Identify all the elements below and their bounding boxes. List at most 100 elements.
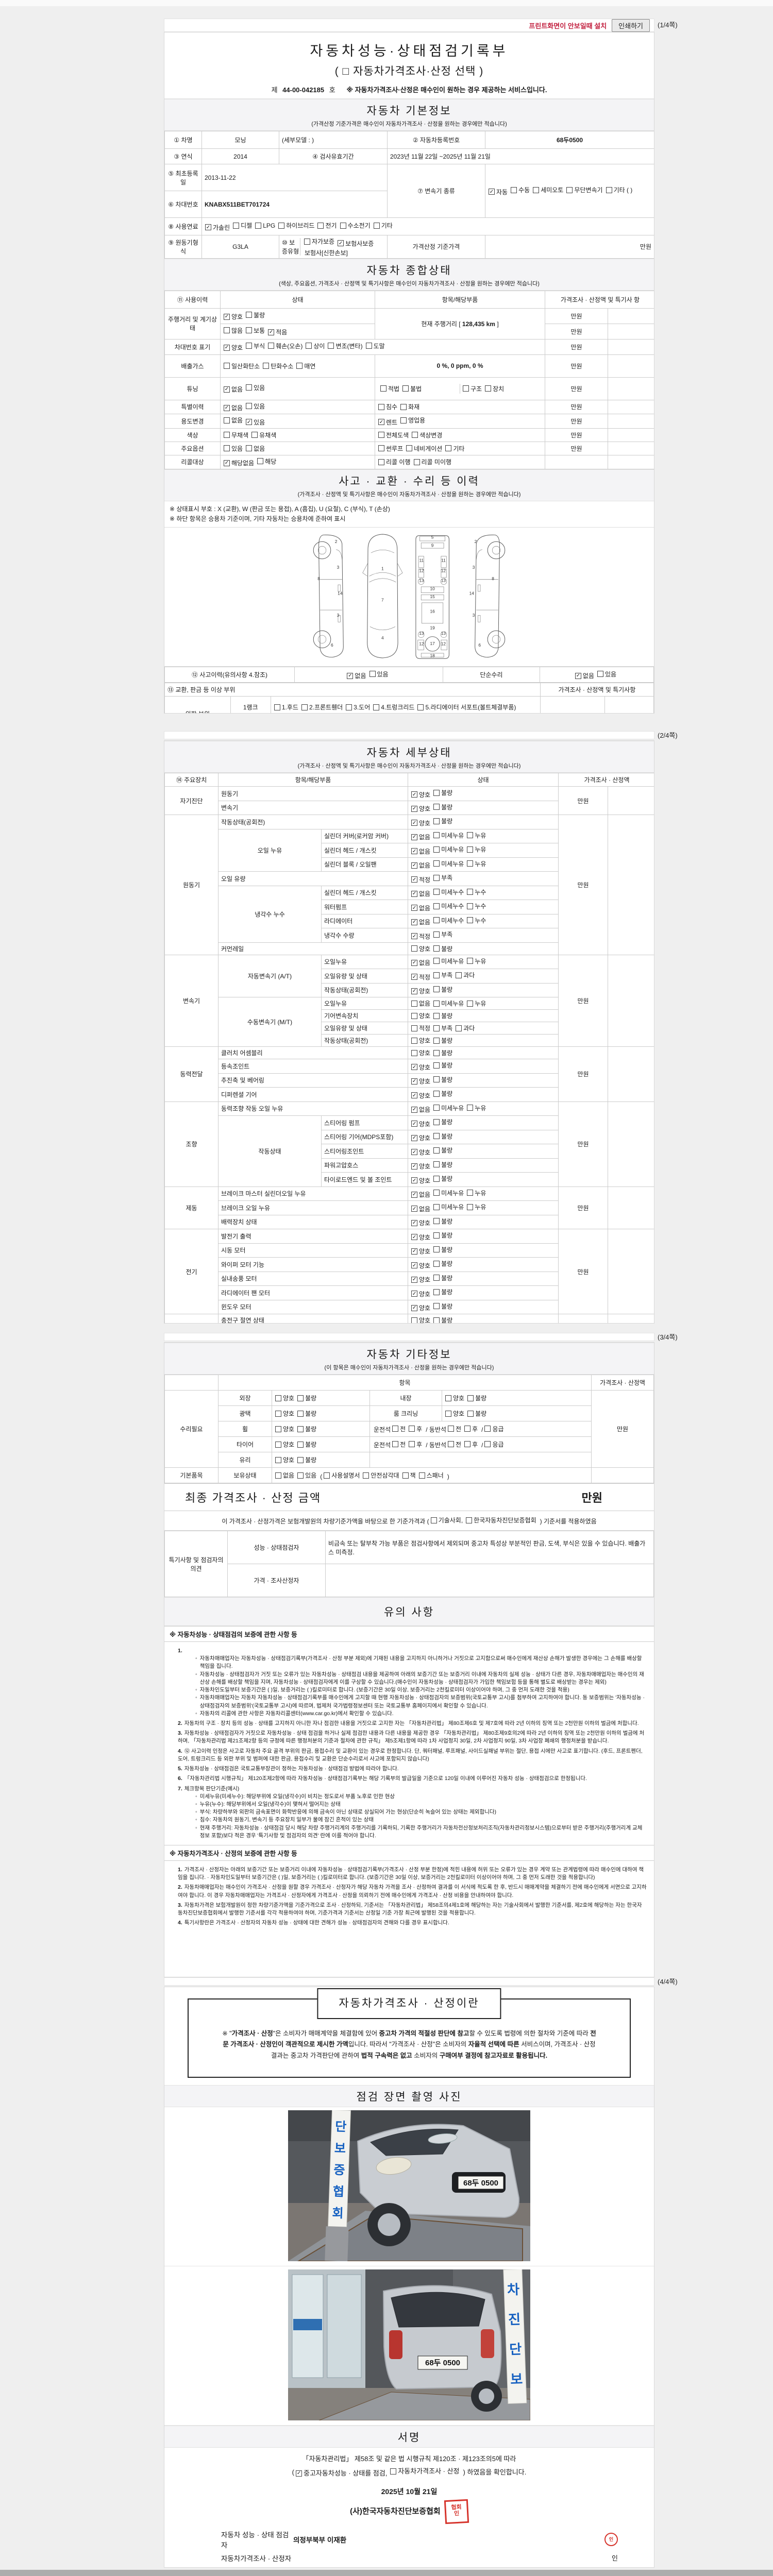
checkbox-checked[interactable]: ✓ 양호	[411, 1275, 430, 1284]
checkbox-checked[interactable]: ✓ 양호	[411, 1176, 430, 1185]
checkbox-unchecked[interactable]: 후	[409, 1425, 422, 1433]
checkbox-unchecked[interactable]: 불량	[433, 1146, 452, 1155]
checkbox-unchecked[interactable]: 누유	[467, 859, 486, 868]
checkbox-unchecked[interactable]: 과다	[456, 1024, 475, 1032]
checkbox-unchecked[interactable]: 일산화탄소	[224, 362, 260, 370]
checkbox-unchecked[interactable]: 썬루프	[378, 444, 403, 453]
checkbox-unchecked[interactable]: 기타 ( )	[606, 185, 632, 194]
checkbox-checked[interactable]: ✓ 양호	[411, 1261, 430, 1270]
checkbox-unchecked[interactable]: 불량	[297, 1425, 316, 1433]
checkbox-checked[interactable]: ✓ 양호	[411, 1063, 430, 1072]
checkbox-unchecked[interactable]: 누유	[467, 1189, 486, 1197]
checkbox-unchecked[interactable]: 있음	[369, 670, 389, 679]
checkbox-unchecked[interactable]: 불량	[433, 1048, 452, 1057]
checkbox-unchecked[interactable]: 불량	[433, 1174, 452, 1183]
print-button[interactable]: 인쇄하기	[612, 19, 650, 32]
checkbox-checked[interactable]: ✓ 없음	[224, 385, 243, 394]
checkbox-unchecked[interactable]: 자동차가격조사 · 산정	[390, 2465, 460, 2477]
checkbox-checked[interactable]: ✓ 적정	[411, 875, 430, 884]
checkbox-unchecked[interactable]: 미세누유	[433, 1202, 464, 1211]
checkbox-unchecked[interactable]: 없음	[246, 444, 265, 453]
checkbox-unchecked[interactable]: 무단변속기	[566, 185, 603, 194]
checkbox-unchecked[interactable]: 없음	[411, 999, 430, 1008]
checkbox-unchecked[interactable]: 누유	[467, 957, 486, 965]
checkbox-unchecked[interactable]: 미세누유	[433, 999, 464, 1008]
checkbox-unchecked[interactable]: 누유	[467, 831, 486, 840]
checkbox-unchecked[interactable]: 보통	[246, 326, 265, 335]
checkbox-unchecked[interactable]: 불량	[297, 1455, 316, 1464]
checkbox-unchecked[interactable]: 침수	[378, 402, 397, 411]
checkbox-unchecked[interactable]: 불량	[433, 944, 452, 953]
checkbox-checked[interactable]: ✓ 없음	[411, 1205, 430, 1213]
checkbox-unchecked[interactable]: 무채색	[224, 431, 248, 439]
checkbox-unchecked[interactable]: 4.트렁크리드	[373, 703, 414, 711]
checkbox-unchecked[interactable]: 3.도어	[346, 703, 370, 711]
checkbox-checked[interactable]: ✓ 해당없음	[224, 459, 254, 467]
checkbox-unchecked[interactable]: 누수	[467, 888, 486, 896]
checkbox-unchecked[interactable]: 불량	[433, 817, 452, 825]
checkbox-unchecked[interactable]: 미세누유	[433, 845, 464, 854]
checkbox-unchecked[interactable]: 불량	[433, 1132, 452, 1141]
checkbox-unchecked[interactable]: 누수	[467, 902, 486, 910]
checkbox-unchecked[interactable]: 미세누유	[433, 859, 464, 868]
checkbox-checked[interactable]: ✓ 없음	[411, 958, 430, 967]
checkbox-unchecked[interactable]: 적법	[380, 384, 399, 393]
checkbox-unchecked[interactable]: 전	[448, 1425, 461, 1433]
checkbox-checked[interactable]: ✓ 양호	[224, 343, 243, 352]
checkbox-unchecked[interactable]: 불법	[402, 384, 422, 393]
checkbox-unchecked[interactable]: 양호	[275, 1409, 294, 1418]
checkbox-unchecked[interactable]: 불량	[433, 1217, 452, 1226]
checkbox-unchecked[interactable]: 많음	[224, 326, 243, 335]
checkbox-unchecked[interactable]: 구조	[463, 384, 482, 393]
checkbox-unchecked[interactable]: 유채색	[251, 431, 276, 439]
checkbox-unchecked[interactable]: 화재	[400, 402, 419, 411]
checkbox-unchecked[interactable]: 불량	[433, 1089, 452, 1098]
checkbox-unchecked[interactable]: 리콜 이행	[378, 457, 411, 466]
checkbox-checked[interactable]: ✓ 양호	[411, 1133, 430, 1142]
checkbox-unchecked[interactable]: 있음	[297, 1471, 316, 1480]
checkbox-checked[interactable]: ✓ 없음	[411, 1105, 430, 1114]
checkbox-unchecked[interactable]: 불량	[433, 985, 452, 994]
checkbox-unchecked[interactable]: 미세누수	[433, 916, 464, 925]
checkbox-checked[interactable]: ✓ 없음	[575, 671, 594, 680]
checkbox-checked[interactable]: ✓ 양호	[411, 790, 430, 799]
checkbox-checked[interactable]: ✓ 양호	[411, 804, 430, 813]
checkbox-checked[interactable]: ✓ 없음	[411, 918, 430, 926]
checkbox-unchecked[interactable]: 양호	[275, 1440, 294, 1449]
checkbox-unchecked[interactable]: 부식	[246, 342, 265, 350]
checkbox-checked[interactable]: ✓ 없음	[411, 847, 430, 856]
checkbox-unchecked[interactable]: 불량	[433, 788, 452, 797]
checkbox-checked[interactable]: ✓ 양호	[411, 819, 430, 827]
checkbox-unchecked[interactable]: 누유	[467, 999, 486, 1008]
checkbox-unchecked[interactable]: 불량	[297, 1409, 316, 1418]
checkbox-unchecked[interactable]: 잭	[402, 1471, 416, 1480]
checkbox-unchecked[interactable]: LPG	[255, 222, 275, 229]
checkbox-unchecked[interactable]: 불량	[433, 1287, 452, 1296]
checkbox-unchecked[interactable]: 누수	[467, 916, 486, 925]
checkbox-unchecked[interactable]: 한국자동차진단보증협회	[466, 1516, 536, 1525]
checkbox-unchecked[interactable]: 있음	[246, 383, 265, 392]
checkbox-unchecked[interactable]: 불량	[297, 1440, 316, 1449]
checkbox-unchecked[interactable]: 기술사회,	[430, 1516, 463, 1525]
checkbox-unchecked[interactable]: 양호	[445, 1394, 464, 1402]
checkbox-checked[interactable]: ✓ 가솔린	[205, 223, 230, 232]
checkbox-unchecked[interactable]: 사용설명서	[324, 1471, 360, 1480]
checkbox-unchecked[interactable]: 불량	[433, 1245, 452, 1254]
checkbox-checked[interactable]: ✓ 있음	[246, 418, 265, 427]
checkbox-unchecked[interactable]: 불량	[433, 1011, 452, 1020]
checkbox-unchecked[interactable]: 불량	[433, 1160, 452, 1169]
checkbox-unchecked[interactable]: 양호	[411, 944, 430, 953]
checkbox-checked[interactable]: ✓ 보험사보증	[338, 239, 374, 248]
checkbox-unchecked[interactable]: 색상변경	[412, 431, 442, 439]
checkbox-unchecked[interactable]: 미세누수	[433, 902, 464, 910]
checkbox-unchecked[interactable]: 세미오토	[533, 185, 563, 194]
checkbox-unchecked[interactable]: 과다	[456, 971, 475, 979]
checkbox-checked[interactable]: ✓ 양호	[411, 1233, 430, 1242]
checkbox-unchecked[interactable]: 양호	[275, 1394, 294, 1402]
checkbox-unchecked[interactable]: 기타	[445, 444, 464, 453]
checkbox-unchecked[interactable]: 없음	[275, 1471, 294, 1480]
checkbox-unchecked[interactable]: 후	[464, 1425, 478, 1433]
checkbox-unchecked[interactable]: 누유	[467, 1104, 486, 1112]
checkbox-unchecked[interactable]: 변조(변타)	[328, 342, 363, 350]
checkbox-unchecked[interactable]: 불량	[433, 803, 452, 811]
